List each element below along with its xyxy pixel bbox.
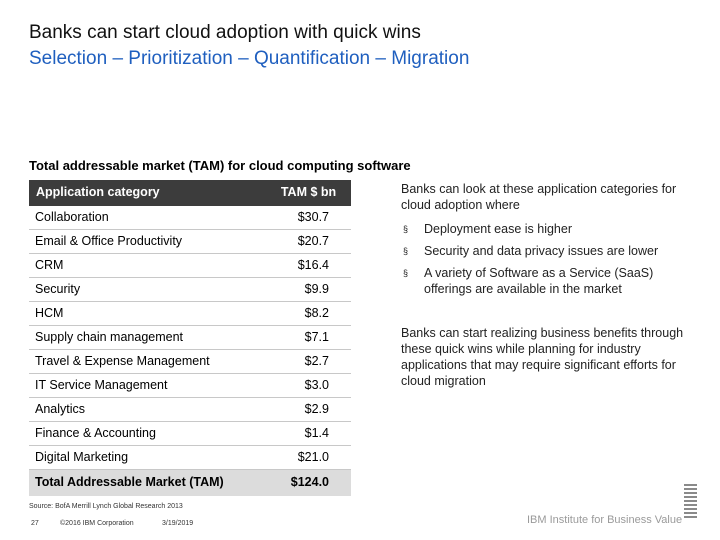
slide-subtitle: Selection – Prioritization – Quantificat… [29,48,470,69]
ibv-brand: IBM Institute for Business Value [527,514,683,526]
table-row: IT Service Management $3.0 [29,374,351,398]
bullet-marker: § [403,224,409,234]
row-value: $8.2 [304,306,329,320]
table-row: Digital Marketing $21.0 [29,446,351,470]
row-category: Finance & Accounting [35,426,156,440]
list-item: § A variety of Software as a Service (Sa… [401,265,701,297]
row-value: $30.7 [297,210,329,224]
list-item: § Security and data privacy issues are l… [401,243,701,259]
header-value: TAM $ bn [280,185,337,199]
row-category: Supply chain management [35,330,184,344]
row-category: IT Service Management [35,378,168,392]
row-value: $16.4 [297,258,329,272]
row-value: $9.9 [304,282,329,296]
row-category: Email & Office Productivity [35,234,183,248]
slide-title: Banks can start cloud adoption with quic… [29,22,421,43]
row-value: $3.0 [304,378,329,392]
ibm-logo-icon [684,484,697,520]
source-note: Source: BofA Merrill Lynch Global Resear… [29,503,183,510]
tam-table: Application category TAM $ bn Collaborat… [29,180,351,496]
table-row: Travel & Expense Management $2.7 [29,350,351,374]
table-row: HCM $8.2 [29,302,351,326]
table-header: Application category TAM $ bn [29,180,351,206]
bullet-marker: § [403,246,409,256]
list-item: § Deployment ease is higher [401,221,701,237]
commentary: Banks can look at these application cate… [401,181,701,389]
row-category: Collaboration [35,210,109,224]
total-label: Total Addressable Market (TAM) [35,475,224,489]
row-category: Travel & Expense Management [35,354,210,368]
table-row: Email & Office Productivity $20.7 [29,230,351,254]
row-category: CRM [35,258,64,272]
bullet-text: A variety of Software as a Service (SaaS… [424,266,654,296]
table-row: Collaboration $30.7 [29,206,351,230]
table-row: Analytics $2.9 [29,398,351,422]
row-value: $2.9 [304,402,329,416]
table-row: Finance & Accounting $1.4 [29,422,351,446]
total-value: $124.0 [290,475,329,489]
copyright: ©2016 IBM Corporation [60,520,134,527]
bullet-marker: § [403,268,409,278]
row-category: Security [35,282,81,296]
row-category: Digital Marketing [35,450,129,464]
slide-date: 3/19/2019 [162,520,194,527]
table-row: CRM $16.4 [29,254,351,278]
bullet-text: Security and data privacy issues are low… [424,244,659,258]
row-category: HCM [35,306,64,320]
bullet-text: Deployment ease is higher [424,222,572,236]
table-caption: Total addressable market (TAM) for cloud… [29,158,411,173]
row-value: $1.4 [304,426,329,440]
table-row: Supply chain management $7.1 [29,326,351,350]
row-value: $2.7 [304,354,329,368]
header-category: Application category [36,185,160,199]
commentary-intro: Banks can look at these application cate… [401,182,677,212]
table-total-row: Total Addressable Market (TAM) $124.0 [29,470,351,496]
criteria-list: § Deployment ease is higher § Security a… [401,221,701,297]
row-value: $7.1 [304,330,329,344]
row-value: $21.0 [297,450,329,464]
commentary-conclusion: Banks can start realizing business benef… [401,326,684,388]
row-category: Analytics [35,402,86,416]
page-number: 27 [31,520,39,527]
table-row: Security $9.9 [29,278,351,302]
row-value: $20.7 [297,234,329,248]
